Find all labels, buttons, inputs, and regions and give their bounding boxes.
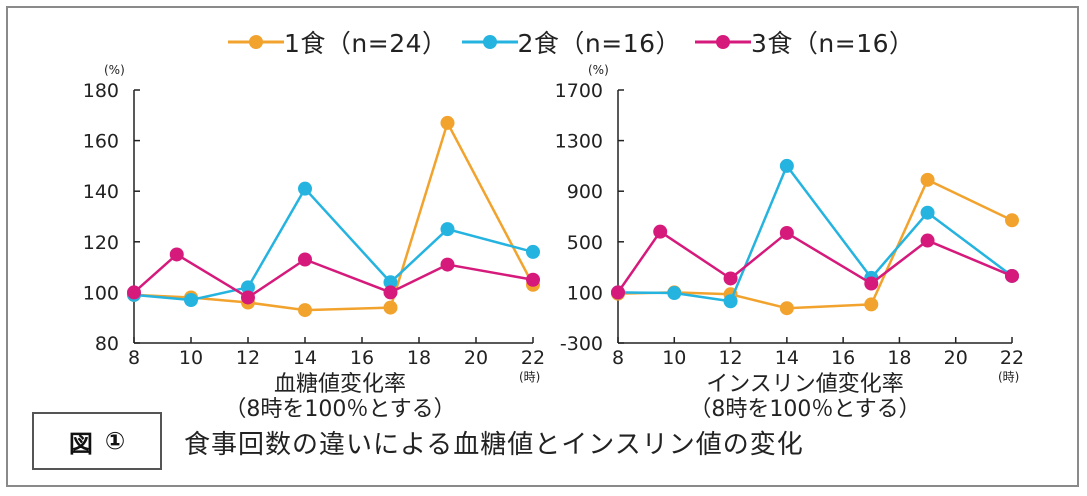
- x-unit-label: (時): [519, 370, 540, 384]
- data-point-series-3: [723, 271, 738, 286]
- data-point-series-3: [383, 285, 398, 300]
- x-tick-label: 12: [718, 347, 742, 369]
- insulin-chart: -300 100 500 900 1300 1700 8 10 12 14 16 18 20 22 (%) (…: [555, 63, 1024, 384]
- data-point-series-2: [298, 181, 312, 196]
- y-tick-label: -300: [560, 333, 603, 355]
- legend-marker-1: [228, 35, 284, 49]
- legend-marker-3: [695, 35, 752, 49]
- data-point-series-3: [611, 285, 625, 300]
- x-tick-label: 12: [236, 347, 260, 369]
- data-point-series-2: [723, 294, 738, 309]
- data-point-series-3: [440, 257, 455, 272]
- x-tick-label: 10: [662, 347, 686, 369]
- y-tick-label: 100: [83, 282, 119, 304]
- legend-label-1: 1食（n=24）: [284, 29, 448, 58]
- data-point-series-1: [298, 303, 312, 318]
- data-point-series-3: [241, 290, 255, 305]
- data-point-series-3: [298, 252, 312, 267]
- figure-label: 図: [68, 429, 93, 458]
- legend-item-1: 1食（n=24）: [228, 24, 448, 60]
- data-point-series-2: [667, 286, 682, 301]
- y-tick-label: 120: [83, 232, 119, 254]
- data-point-series-2: [779, 158, 794, 173]
- figure-number-box: 図 ①: [32, 412, 162, 470]
- x-tick-label: 18: [407, 347, 431, 369]
- insulin-caption: インスリン値変化率 （8時を100％とする）: [665, 372, 945, 422]
- x-tick-label: 20: [944, 347, 968, 369]
- series-line-3: [616, 230, 1013, 294]
- y-tick-label: 80: [95, 333, 119, 355]
- data-point-series-1: [383, 300, 398, 315]
- x-tick-label: 20: [464, 347, 488, 369]
- x-unit-label: (時): [998, 370, 1019, 384]
- data-point-series-3: [779, 225, 794, 240]
- data-point-series-3: [1005, 268, 1019, 283]
- y-tick-label: 1300: [555, 131, 603, 153]
- y-tick-label: 140: [83, 181, 119, 203]
- x-tick-label: 16: [831, 347, 855, 369]
- data-point-series-2: [440, 222, 455, 237]
- figure-title: 食事回数の違いによる血糖値とインスリン値の変化: [184, 430, 804, 460]
- glucose-caption: 血糖値変化率 （8時を100％とする）: [210, 372, 470, 422]
- data-point-series-3: [169, 247, 184, 262]
- data-point-series-3: [127, 285, 141, 300]
- data-point-series-1: [864, 297, 879, 312]
- legend-marker-2: [461, 35, 518, 49]
- data-point-series-3: [653, 224, 668, 239]
- x-tick-label: 10: [179, 347, 203, 369]
- legend-label-2: 2食（n=16）: [517, 29, 682, 58]
- series-line-2: [617, 164, 1013, 303]
- y-tick-label: 100: [567, 282, 603, 304]
- data-point-series-2: [920, 205, 935, 220]
- data-point-series-2: [383, 275, 398, 290]
- y-tick-label: 900: [567, 181, 603, 203]
- data-point-series-2: [526, 244, 540, 259]
- legend-label-3: 3食（n=16）: [751, 29, 915, 58]
- x-tick-label: 18: [887, 347, 911, 369]
- y-tick-label: 180: [83, 80, 119, 102]
- glucose-caption-title: 血糖値変化率: [273, 372, 406, 397]
- data-point-series-1: [779, 301, 794, 316]
- y-tick-label: 500: [567, 232, 603, 254]
- x-tick-label: 8: [128, 347, 140, 369]
- chart-legend: 1食（n=24） 2食（n=16） 3食（n=16）: [228, 22, 919, 62]
- data-point-series-3: [920, 233, 935, 248]
- data-point-series-1: [920, 172, 935, 187]
- y-tick-label: 160: [83, 131, 119, 153]
- x-tick-label: 22: [521, 347, 545, 369]
- x-tick-label: 8: [612, 347, 624, 369]
- insulin-caption-title: インスリン値変化率: [706, 372, 904, 397]
- figure-number: ①: [104, 427, 126, 455]
- x-tick-label: 14: [293, 347, 317, 369]
- data-point-series-2: [184, 292, 198, 307]
- x-tick-label: 16: [350, 347, 374, 369]
- legend-item-3: 3食（n=16）: [695, 24, 915, 60]
- data-point-series-3: [526, 272, 540, 287]
- figure-frame: [6, 6, 1079, 487]
- data-point-series-3: [864, 276, 879, 291]
- data-point-series-2: [241, 280, 255, 295]
- blood-glucose-chart: 80 100 120 140 160 180 8 10 12 14 16 18 20 22 (%) (時): [83, 63, 545, 384]
- x-tick-label: 22: [1000, 347, 1024, 369]
- glucose-caption-note: （8時を100％とする）: [224, 397, 456, 422]
- insulin-caption-note: （8時を100％とする）: [689, 397, 921, 422]
- data-point-series-1: [1005, 213, 1019, 228]
- x-tick-label: 14: [775, 347, 799, 369]
- legend-item-2: 2食（n=16）: [461, 24, 682, 60]
- data-point-series-1: [440, 115, 455, 130]
- y-unit-label: (%): [104, 63, 125, 77]
- y-unit-label: (%): [588, 63, 609, 77]
- y-tick-label: 1700: [555, 80, 603, 102]
